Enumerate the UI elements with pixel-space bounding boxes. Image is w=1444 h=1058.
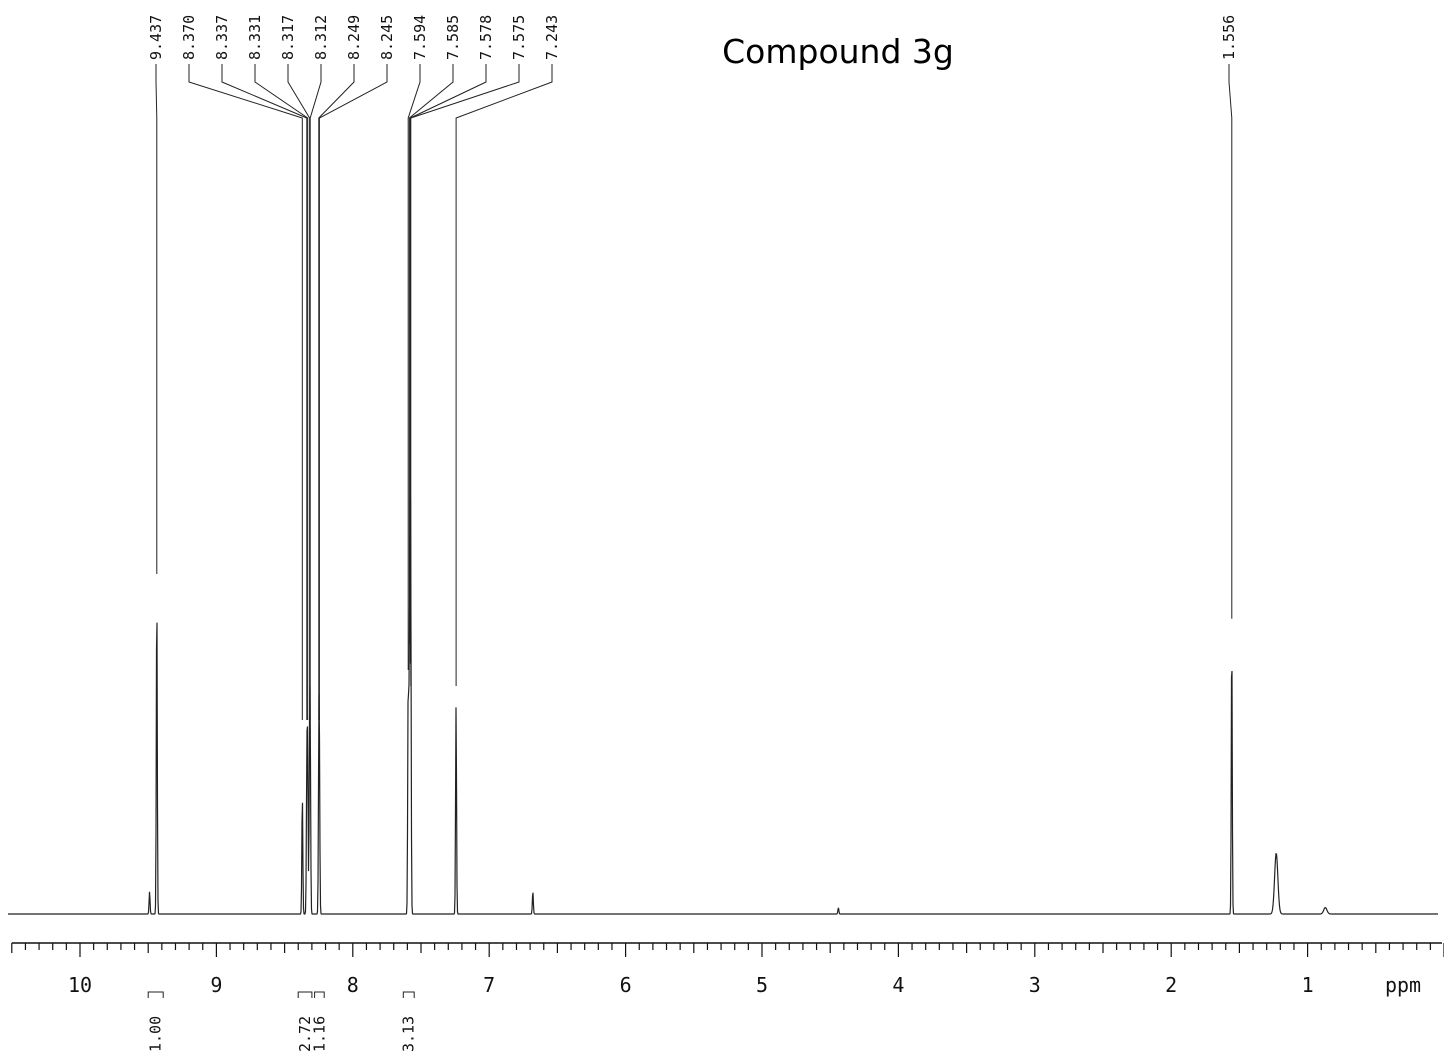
peak-label: 1.556 — [1220, 15, 1238, 60]
peak-label: 8.312 — [312, 15, 330, 60]
peak-connector — [309, 64, 322, 720]
integral-bracket — [297, 991, 313, 998]
chart-title: Compound 3g — [722, 32, 954, 71]
peak-connector — [287, 64, 311, 720]
peak-connector — [254, 64, 309, 720]
x-tick-label: 5 — [756, 973, 768, 997]
peak-connector — [410, 64, 520, 686]
peak-label: 7.575 — [510, 15, 528, 60]
peak-label: 7.594 — [411, 15, 429, 60]
peak-connector — [1228, 64, 1233, 619]
peak-connector — [455, 64, 553, 686]
peak-connector — [318, 64, 355, 720]
peak-label: 8.370 — [180, 15, 198, 60]
peak-label: 7.578 — [477, 15, 495, 60]
peak-label: 7.243 — [543, 15, 561, 60]
integral-value: 3.13 — [400, 1016, 418, 1052]
x-tick-label: 4 — [892, 973, 904, 997]
x-tick-label: 6 — [620, 973, 632, 997]
peak-connector — [409, 64, 487, 664]
peak-connector — [155, 64, 158, 574]
peak-connector — [188, 64, 303, 720]
peak-label: 8.317 — [279, 15, 297, 60]
integral-group: 1.00 2.721.16 3.13 — [147, 991, 418, 1052]
peak-connector — [221, 64, 308, 720]
peak-connector — [407, 64, 421, 670]
integral-bracket — [147, 991, 164, 998]
integral-value: 1.16 — [310, 1016, 328, 1052]
peak-label: 8.337 — [213, 15, 231, 60]
peak-label: 9.437 — [147, 15, 165, 60]
integral-value: 2.72 — [296, 1016, 314, 1052]
x-tick-label: 2 — [1165, 973, 1177, 997]
x-tick-label: 8 — [347, 973, 359, 997]
integral-bracket — [314, 991, 325, 998]
peak-label-group: 9.437 8.370 8.337 8.331 8.317 8.312 8.249 8.245… — [147, 15, 1238, 720]
peak-label: 8.249 — [345, 15, 363, 60]
peak-label: 8.245 — [378, 15, 396, 60]
x-axis: 10 9 8 7 6 5 4 3 2 1 — [11, 942, 1444, 997]
peak-label: 7.585 — [444, 15, 462, 60]
integral-bracket — [402, 991, 415, 998]
x-tick-label: 1 — [1302, 973, 1314, 997]
peak-connector — [408, 64, 454, 645]
spectrum-trace — [8, 497, 1438, 915]
x-tick-label: 10 — [68, 973, 92, 997]
x-tick-label: 7 — [483, 973, 495, 997]
peak-connector — [318, 64, 388, 720]
integral-value: 1.00 — [147, 1016, 165, 1052]
peak-label: 8.331 — [246, 15, 264, 60]
x-tick-label: 3 — [1029, 973, 1041, 997]
x-axis-unit-label: ppm — [1385, 973, 1421, 997]
x-tick-label: 9 — [210, 973, 222, 997]
